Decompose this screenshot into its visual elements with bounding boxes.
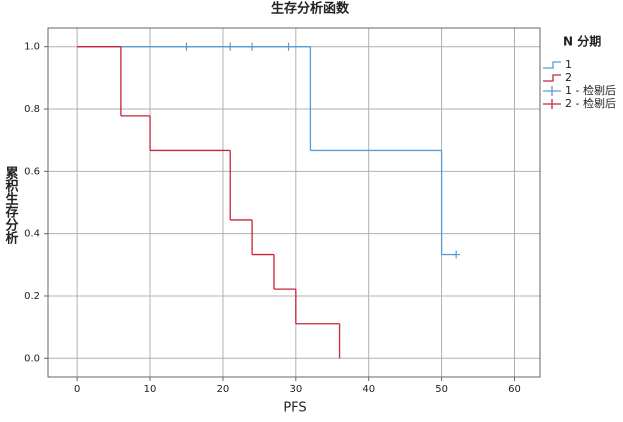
y-tick-label: 0.0 bbox=[24, 353, 40, 364]
legend-title: N 分期 bbox=[563, 34, 601, 49]
y-tick-label: 0.8 bbox=[24, 104, 40, 115]
x-tick-label: 30 bbox=[289, 384, 302, 395]
legend-label: 2 bbox=[565, 71, 572, 84]
x-tick-label: 60 bbox=[508, 384, 521, 395]
legend-label: 1 - 检剔后 bbox=[565, 83, 616, 97]
x-tick-label: 50 bbox=[435, 384, 448, 395]
legend-swatch bbox=[543, 99, 561, 109]
y-tick-label: 0.6 bbox=[24, 166, 40, 177]
x-tick-label: 0 bbox=[74, 384, 80, 395]
x-tick-label: 40 bbox=[362, 384, 375, 395]
censor-mark bbox=[248, 42, 257, 51]
legend-label: 1 bbox=[565, 58, 572, 71]
censor-mark bbox=[452, 250, 461, 259]
legend-label: 2 - 检剔后 bbox=[565, 96, 616, 110]
censor-mark bbox=[226, 42, 235, 51]
y-axis-label: 累积生存分析 bbox=[3, 165, 19, 245]
x-tick-label: 10 bbox=[144, 384, 157, 395]
legend-swatch bbox=[543, 61, 561, 69]
censor-mark bbox=[182, 42, 191, 51]
y-tick-label: 0.4 bbox=[24, 229, 40, 240]
chart-title: 生存分析函数 bbox=[271, 1, 350, 17]
censor-mark bbox=[284, 42, 293, 51]
legend-swatch bbox=[543, 74, 561, 82]
x-axis-label: PFS bbox=[283, 401, 306, 416]
x-tick-label: 20 bbox=[217, 384, 230, 395]
y-tick-label: 1.0 bbox=[24, 42, 40, 53]
plot-frame bbox=[47, 27, 541, 378]
y-tick-label: 0.2 bbox=[24, 291, 40, 302]
legend-swatch bbox=[543, 86, 561, 96]
